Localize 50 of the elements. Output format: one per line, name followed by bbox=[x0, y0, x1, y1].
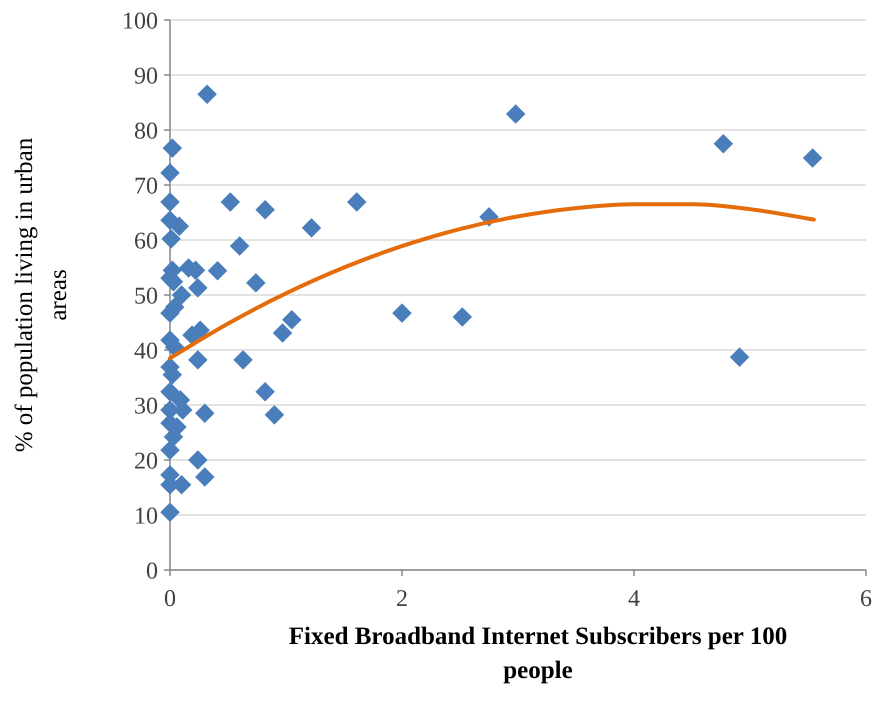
y-tick-label: 60 bbox=[134, 228, 158, 254]
point bbox=[802, 148, 822, 168]
x-tick-label: 2 bbox=[396, 586, 408, 612]
point bbox=[246, 273, 266, 293]
point bbox=[282, 310, 302, 330]
point bbox=[188, 278, 208, 298]
y-tick-label: 100 bbox=[122, 8, 158, 34]
y-tick-label: 50 bbox=[134, 283, 158, 310]
point bbox=[347, 192, 367, 212]
point bbox=[302, 218, 322, 238]
point bbox=[230, 236, 250, 256]
point bbox=[714, 134, 734, 154]
point bbox=[233, 350, 253, 370]
y-tick-label: 40 bbox=[134, 338, 158, 364]
x-tick-label: 6 bbox=[860, 586, 872, 612]
point bbox=[160, 192, 180, 212]
point bbox=[188, 350, 208, 370]
y-tick-label: 30 bbox=[134, 393, 158, 420]
point bbox=[195, 404, 215, 423]
point bbox=[272, 323, 292, 343]
point bbox=[172, 285, 192, 305]
point bbox=[452, 307, 472, 327]
point bbox=[160, 440, 180, 460]
y-tick-label: 80 bbox=[134, 118, 158, 144]
point bbox=[161, 229, 181, 249]
point bbox=[188, 450, 208, 470]
y-tick-label: 10 bbox=[134, 503, 158, 530]
x-tick-label: 4 bbox=[628, 586, 640, 612]
point bbox=[730, 347, 750, 367]
point bbox=[170, 216, 190, 236]
point bbox=[162, 138, 182, 158]
point bbox=[255, 200, 275, 220]
point bbox=[220, 192, 240, 212]
point bbox=[160, 502, 180, 522]
point bbox=[208, 261, 228, 281]
point bbox=[197, 84, 217, 104]
point bbox=[264, 405, 284, 425]
y-tick-label: 20 bbox=[134, 448, 158, 474]
point bbox=[392, 303, 412, 323]
y-axis-title: % of population living in urban areas bbox=[11, 137, 72, 452]
point bbox=[195, 467, 215, 487]
y-tick-label: 70 bbox=[134, 173, 158, 200]
point bbox=[160, 382, 180, 402]
point bbox=[506, 104, 526, 124]
x-axis-title: Fixed Broadband Internet Subscribers per 100 people bbox=[288, 623, 788, 684]
point bbox=[160, 163, 180, 183]
x-tick-label: 0 bbox=[164, 586, 176, 612]
point bbox=[255, 382, 275, 402]
y-tick-label: 90 bbox=[134, 63, 158, 90]
y-tick-label: 0 bbox=[146, 558, 158, 584]
